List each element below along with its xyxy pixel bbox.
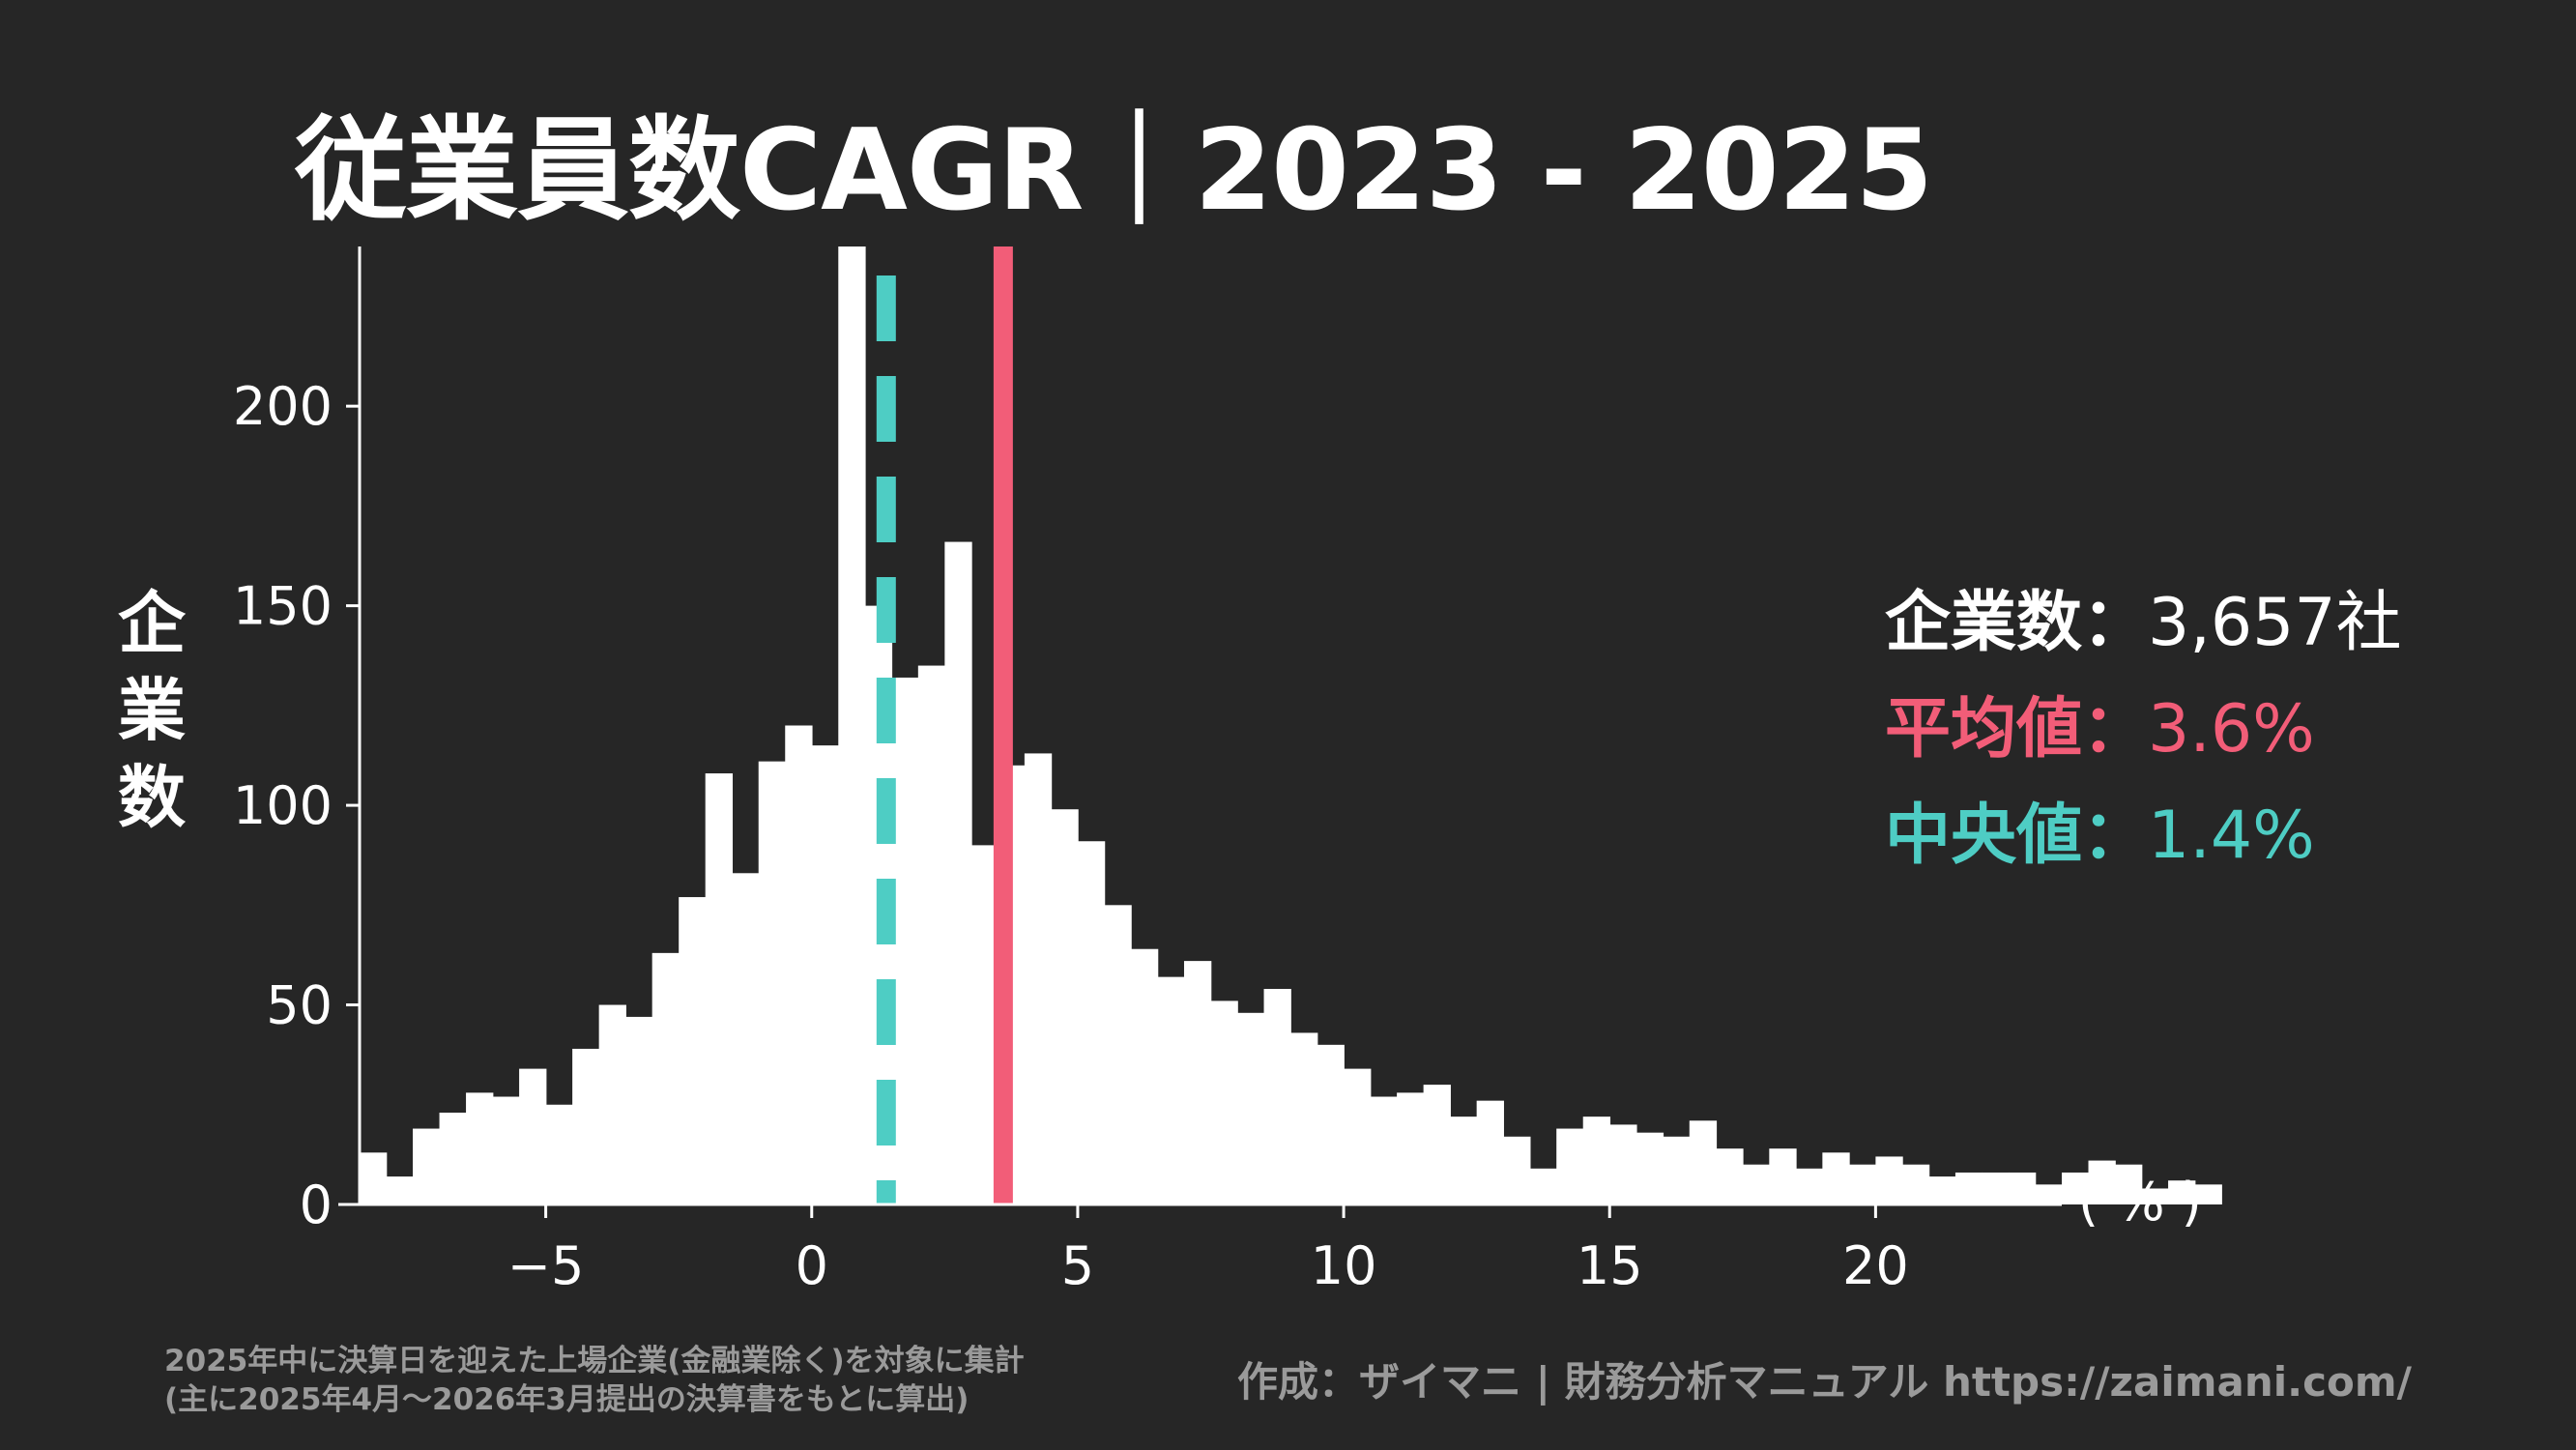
y-axis-label-char-1: 企	[118, 584, 186, 663]
histogram-bar	[732, 873, 760, 1204]
histogram-bar	[1397, 1092, 1425, 1204]
histogram-bar	[519, 1068, 547, 1204]
histogram-bar	[1716, 1148, 1744, 1204]
histogram-bar	[1954, 1172, 1983, 1204]
histogram-bar	[1556, 1128, 1584, 1204]
histogram-bar	[1344, 1068, 1372, 1204]
histogram-bar	[1024, 753, 1053, 1204]
histogram-bar	[1982, 1172, 2010, 1204]
histogram-bar	[1290, 1032, 1318, 1204]
histogram-bar	[944, 541, 972, 1204]
histogram-bar	[1609, 1124, 1637, 1204]
y-axis-label-char-2: 業	[118, 671, 186, 750]
histogram-bar	[1130, 948, 1159, 1204]
histogram-bar	[386, 1176, 414, 1204]
histogram-bar	[1317, 1044, 1345, 1204]
histogram-bar	[917, 665, 946, 1204]
histogram-bar	[1663, 1136, 1691, 1204]
stat-mean: 平均値：3.6%	[1885, 677, 2402, 783]
histogram-bar	[572, 1048, 600, 1204]
histogram-bar	[2062, 1172, 2090, 1204]
histogram-bar	[360, 1152, 388, 1204]
histogram-bar	[651, 952, 680, 1204]
stats-panel: 企業数：3,657社 平均値：3.6% 中央値：1.4%	[1885, 570, 2402, 889]
histogram-bar	[1263, 989, 1291, 1204]
histogram-bar	[1848, 1164, 1877, 1204]
histogram-bar	[1450, 1116, 1478, 1204]
y-tick-label: 200	[233, 376, 333, 437]
histogram-bar	[1503, 1136, 1531, 1204]
histogram-bar	[785, 725, 813, 1204]
histogram-bar	[545, 1104, 573, 1204]
x-tick-label: 20	[1842, 1235, 1909, 1296]
stat-mean-label: 平均値：	[1885, 691, 2149, 768]
histogram-bar	[1104, 905, 1132, 1204]
histogram-bar	[2115, 1164, 2143, 1204]
histogram-bar	[1210, 1000, 1238, 1204]
histogram-bar	[1476, 1100, 1504, 1204]
stat-companies-label: 企業数：	[1885, 585, 2149, 661]
stat-companies: 企業数：3,657社	[1885, 570, 2402, 677]
y-tick-label: 50	[266, 975, 333, 1036]
histogram-bar	[1051, 809, 1079, 1204]
y-tick-label: 100	[233, 775, 333, 836]
y-axis-label: 企 業 数	[108, 580, 195, 841]
footnote-line-1: 2025年中に決算日を迎えた上場企業(金融業除く)を対象に集計	[164, 1344, 1025, 1378]
x-tick-label: −5	[507, 1235, 585, 1296]
histogram-bar	[1423, 1085, 1451, 1204]
chart-title: 従業員数CAGR｜2023 - 2025	[295, 105, 1933, 236]
histogram-bar	[625, 1016, 653, 1204]
histogram-bar	[492, 1096, 520, 1204]
histogram-bar	[1183, 961, 1212, 1204]
histogram-bar	[1582, 1116, 1611, 1204]
histogram-bar	[679, 897, 707, 1204]
histogram-bar	[1077, 841, 1106, 1204]
histogram-bar	[1237, 1012, 1265, 1204]
stat-median: 中央値：1.4%	[1885, 783, 2402, 889]
credit: 作成：ザイマニ | 財務分析マニュアル https://zaimani.com/	[1237, 1358, 2412, 1406]
histogram-bar	[705, 773, 734, 1204]
y-tick-label: 150	[233, 576, 333, 637]
stat-mean-value: 3.6%	[2148, 691, 2315, 768]
histogram-bar	[413, 1128, 441, 1204]
histogram-bar	[2194, 1184, 2222, 1204]
x-tick-label: 10	[1311, 1235, 1377, 1296]
footnote: 2025年中に決算日を迎えた上場企業(金融業除く)を対象に集計 (主に2025年…	[164, 1342, 1025, 1419]
stat-median-value: 1.4%	[2148, 798, 2315, 874]
histogram-bar	[1822, 1152, 1850, 1204]
histogram-bar	[1370, 1096, 1398, 1204]
x-tick-label: 15	[1577, 1235, 1643, 1296]
histogram-bar	[2141, 1188, 2169, 1204]
histogram-bar	[2008, 1172, 2037, 1204]
x-axis-unit: ( % )	[2078, 1172, 2202, 1232]
histogram-bar	[1529, 1168, 1558, 1204]
histogram-bar	[466, 1092, 494, 1204]
histogram-bar	[838, 246, 866, 1204]
histogram-bar	[2168, 1180, 2196, 1204]
y-axis-label-char-3: 数	[118, 758, 186, 837]
histogram-bar	[439, 1113, 467, 1204]
histogram-bar	[1157, 976, 1185, 1204]
footnote-line-2: (主に2025年4月～2026年3月提出の決算書をもとに算出)	[164, 1382, 970, 1417]
histogram-bar	[1928, 1176, 1956, 1204]
histogram-bar	[758, 761, 787, 1204]
histogram-bar	[598, 1004, 626, 1204]
histogram-bar	[891, 677, 919, 1204]
histogram-bar	[1875, 1156, 1903, 1204]
x-tick-label: 0	[796, 1235, 828, 1296]
histogram-bar	[1742, 1164, 1771, 1204]
y-tick-label: 0	[300, 1174, 333, 1235]
histogram-bar	[1689, 1120, 1718, 1204]
histogram-bar	[2035, 1184, 2063, 1204]
x-tick-label: 5	[1061, 1235, 1094, 1296]
histogram-bar	[1769, 1148, 1797, 1204]
stat-companies-value: 3,657社	[2148, 585, 2402, 661]
histogram-bar	[1635, 1132, 1664, 1204]
histogram-bar	[811, 745, 840, 1204]
stat-median-label: 中央値：	[1885, 798, 2149, 874]
histogram-bar	[1795, 1168, 1824, 1204]
histogram-bar	[2088, 1160, 2116, 1204]
histogram-bar	[1901, 1164, 1930, 1204]
